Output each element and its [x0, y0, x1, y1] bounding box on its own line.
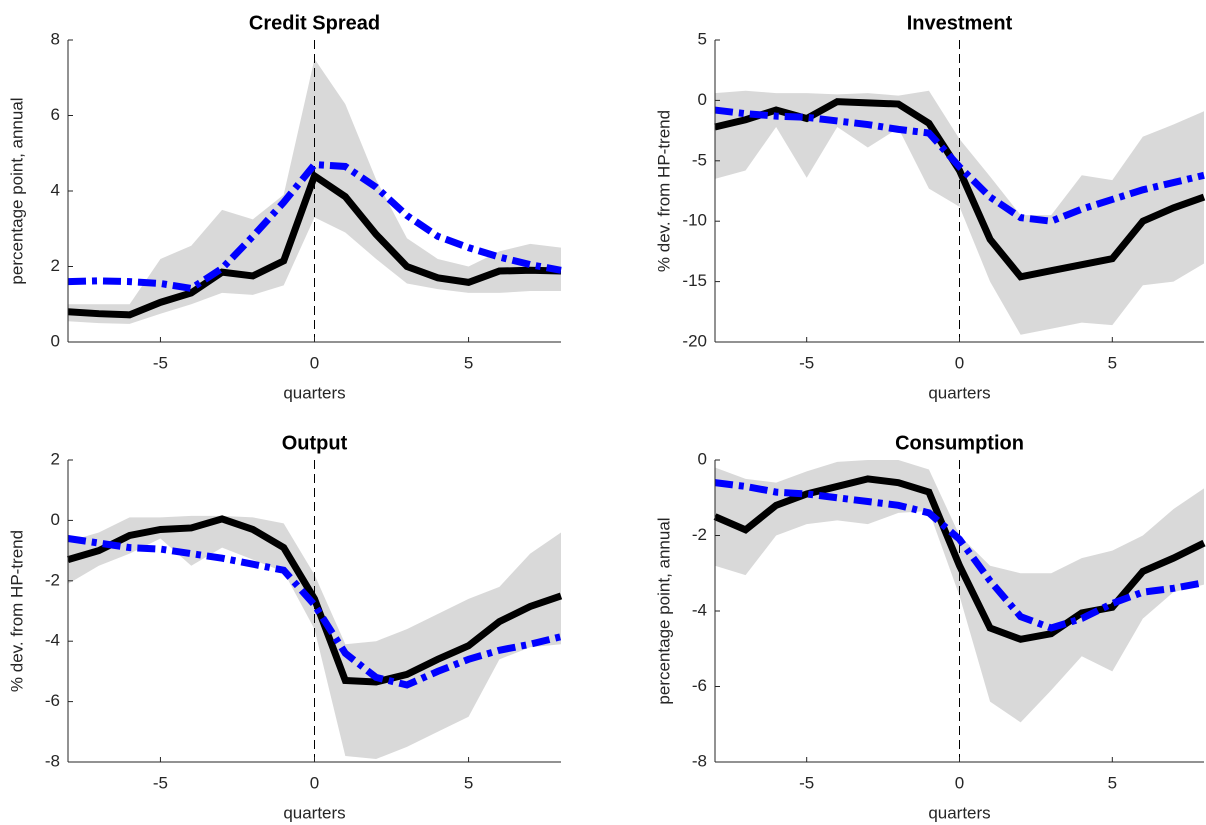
subplot: -8 -6 -4 -2 0 -5 0 5 Consumption quarters percenta… — [654, 432, 1206, 822]
y-tick-label: -8 — [45, 751, 60, 770]
x-tick-label: 5 — [464, 353, 473, 372]
series-line — [67, 515, 563, 686]
y-tick-label: -4 — [692, 600, 707, 619]
y-tick-label: -2 — [45, 570, 60, 589]
y-tick-label: 0 — [698, 449, 707, 468]
x-tick-label: 0 — [955, 353, 964, 372]
y-tick-label: -2 — [692, 525, 707, 544]
y-tick-label: -6 — [692, 676, 707, 695]
x-tick-label: -5 — [799, 353, 814, 372]
y-tick-label: 0 — [51, 331, 60, 350]
y-tick-label: 0 — [698, 90, 707, 109]
chart-title: Consumption — [895, 432, 1024, 454]
y-tick-label: 6 — [51, 105, 60, 124]
subplot: 0 2 4 6 8 -5 0 5 Credit Spread quarters percentage… — [7, 12, 562, 402]
y-tick-label: 0 — [51, 510, 60, 529]
series-line — [713, 475, 1206, 643]
confidence-band — [68, 58, 561, 324]
y-tick-label: -5 — [692, 150, 707, 169]
series-line — [67, 535, 562, 689]
y-axis-label: % dev. from HP-trend — [654, 110, 673, 272]
y-axis-label: percentage point, annual — [654, 517, 673, 704]
y-tick-label: -10 — [682, 211, 707, 230]
chart-title: Output — [282, 432, 348, 454]
x-axis-label: quarters — [283, 803, 345, 822]
confidence-band — [715, 90, 1204, 335]
y-tick-label: 2 — [51, 449, 60, 468]
y-axis-label: percentage point, annual — [7, 97, 26, 284]
x-axis-label: quarters — [283, 383, 345, 402]
x-tick-label: 5 — [1108, 773, 1117, 792]
confidence-band — [68, 515, 561, 759]
y-tick-label: -15 — [682, 271, 707, 290]
x-tick-label: 0 — [310, 353, 319, 372]
series-line — [67, 160, 562, 293]
subplot: -8 -6 -4 -2 0 2 -5 0 5 Output quarters % dev. from … — [7, 432, 563, 822]
x-tick-label: -5 — [153, 773, 168, 792]
x-axis-label: quarters — [928, 383, 990, 402]
x-tick-label: 5 — [1108, 353, 1117, 372]
x-tick-label: -5 — [153, 353, 168, 372]
chart-title: Credit Spread — [249, 12, 380, 34]
x-axis-label: quarters — [928, 803, 990, 822]
chart-title: Investment — [907, 12, 1013, 34]
y-tick-label: 5 — [698, 29, 707, 48]
y-tick-label: -8 — [692, 751, 707, 770]
y-tick-label: 8 — [51, 29, 60, 48]
series-line — [67, 170, 562, 319]
x-tick-label: 0 — [955, 773, 964, 792]
y-tick-label: 4 — [51, 180, 60, 199]
y-tick-label: -4 — [45, 631, 60, 650]
y-axis-label: % dev. from HP-trend — [7, 530, 26, 692]
y-tick-label: 2 — [51, 256, 60, 275]
x-tick-label: 5 — [464, 773, 473, 792]
x-tick-label: -5 — [799, 773, 814, 792]
y-tick-label: -20 — [682, 331, 707, 350]
subplot: -20 -15 -10 -5 0 5 -5 0 5 Investment quarters % dev… — [654, 12, 1206, 402]
series-line — [714, 479, 1205, 632]
x-tick-label: 0 — [310, 773, 319, 792]
y-tick-label: -6 — [45, 691, 60, 710]
series-line — [714, 106, 1205, 225]
